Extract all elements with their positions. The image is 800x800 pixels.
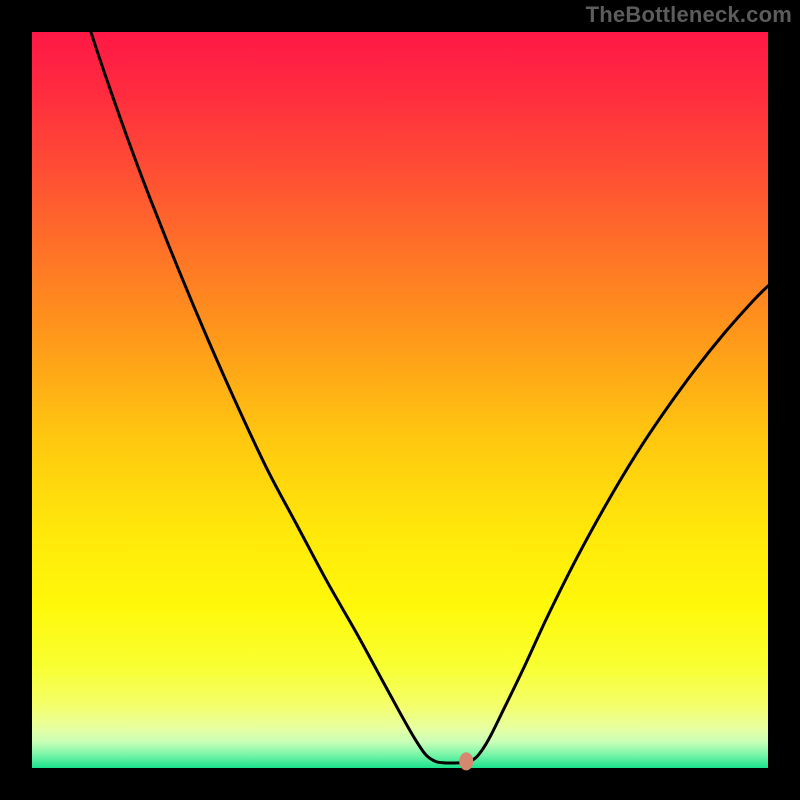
- optimum-marker: [459, 752, 473, 770]
- chart-container: TheBottleneck.com: [0, 0, 800, 800]
- chart-background-gradient: [32, 32, 768, 768]
- bottleneck-chart: [0, 0, 800, 800]
- watermark-text: TheBottleneck.com: [586, 2, 792, 28]
